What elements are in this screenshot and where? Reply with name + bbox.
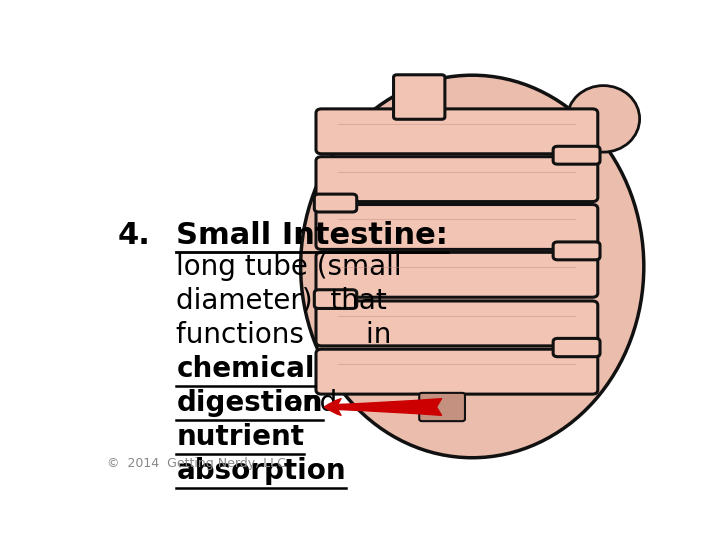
FancyBboxPatch shape — [316, 301, 598, 346]
Text: 4.: 4. — [118, 221, 150, 249]
Text: nutrient: nutrient — [176, 423, 305, 451]
FancyBboxPatch shape — [553, 146, 600, 164]
Text: absorption: absorption — [176, 457, 346, 485]
Ellipse shape — [301, 75, 644, 458]
Text: long tube (small: long tube (small — [176, 253, 402, 281]
FancyBboxPatch shape — [553, 242, 600, 260]
Text: digestion: digestion — [176, 389, 323, 417]
FancyBboxPatch shape — [419, 393, 465, 421]
FancyBboxPatch shape — [315, 194, 356, 212]
Ellipse shape — [567, 85, 639, 152]
FancyBboxPatch shape — [316, 205, 598, 249]
Text: and: and — [285, 389, 338, 417]
FancyBboxPatch shape — [394, 75, 445, 119]
Text: Small Intestine:: Small Intestine: — [176, 221, 449, 249]
Text: diameter)  that: diameter) that — [176, 287, 387, 315]
FancyBboxPatch shape — [316, 349, 598, 394]
FancyBboxPatch shape — [316, 252, 598, 297]
Text: chemical: chemical — [176, 355, 315, 383]
FancyBboxPatch shape — [553, 339, 600, 357]
Text: ©  2014  Getting Nerdy, LLC: © 2014 Getting Nerdy, LLC — [107, 457, 286, 470]
Text: functions       in: functions in — [176, 321, 392, 349]
FancyBboxPatch shape — [316, 157, 598, 201]
FancyBboxPatch shape — [315, 290, 356, 308]
FancyBboxPatch shape — [316, 109, 598, 154]
